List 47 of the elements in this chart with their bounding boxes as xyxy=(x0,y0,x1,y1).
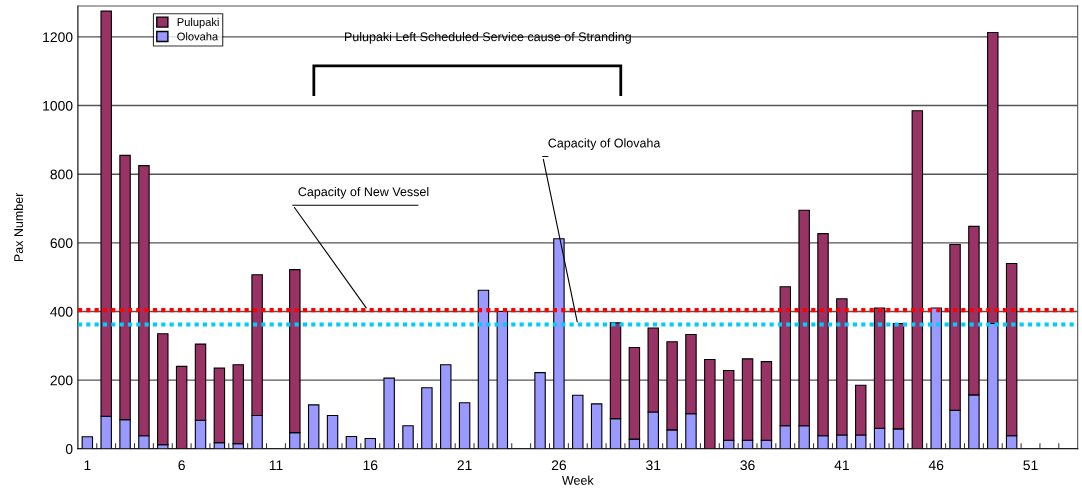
bar xyxy=(175,365,188,449)
bar xyxy=(590,403,603,449)
bar xyxy=(911,110,924,449)
bar xyxy=(345,435,358,449)
bar xyxy=(458,402,471,449)
bar xyxy=(81,436,94,449)
legend-label: Olovaha xyxy=(177,32,219,41)
bar xyxy=(930,307,942,449)
bar xyxy=(496,310,509,449)
x-tick-label: 41 xyxy=(834,460,849,470)
bar xyxy=(402,425,414,449)
annotation: Pulupaki Left Scheduled Service cause of Stranding xyxy=(345,32,631,44)
y-tick-label: 800 xyxy=(50,169,73,180)
y-tick-label: 600 xyxy=(50,238,73,249)
x-tick-label: 26 xyxy=(551,460,567,471)
bar xyxy=(157,333,169,446)
bar xyxy=(477,289,490,449)
y-axis-title: Pax Number xyxy=(13,192,24,262)
bar xyxy=(326,414,339,449)
x-tick-label: 31 xyxy=(646,460,661,471)
legend-label: Pulupaki xyxy=(177,17,219,29)
bar xyxy=(232,364,244,445)
x-tick-label: 46 xyxy=(928,460,944,471)
bar xyxy=(307,404,320,449)
bar xyxy=(534,372,546,449)
bar xyxy=(440,364,452,449)
x-tick-label: 6 xyxy=(178,460,185,471)
ref-line-label: Capacity of Olovaha xyxy=(548,138,661,150)
x-tick-label: 11 xyxy=(269,460,283,470)
x-tick-label: 1 xyxy=(84,460,91,470)
y-tick-label: 1000 xyxy=(43,100,73,111)
x-tick-label: 21 xyxy=(457,460,472,470)
x-tick-label: 51 xyxy=(1023,460,1038,471)
bar xyxy=(572,394,584,449)
bar xyxy=(213,367,226,444)
bar xyxy=(421,387,433,449)
x-tick-label: 16 xyxy=(363,460,378,471)
bar xyxy=(383,377,395,449)
y-tick-label: 200 xyxy=(50,375,73,386)
ref-line-label: Capacity of New Vessel xyxy=(298,186,429,199)
x-tick-label: 36 xyxy=(740,460,755,471)
bar xyxy=(704,358,716,449)
y-tick-label: 400 xyxy=(50,306,73,317)
y-tick-label: 1200 xyxy=(43,32,73,43)
bar xyxy=(364,437,377,449)
x-axis-title: Week xyxy=(561,475,594,485)
y-tick-label: 0 xyxy=(65,444,73,454)
